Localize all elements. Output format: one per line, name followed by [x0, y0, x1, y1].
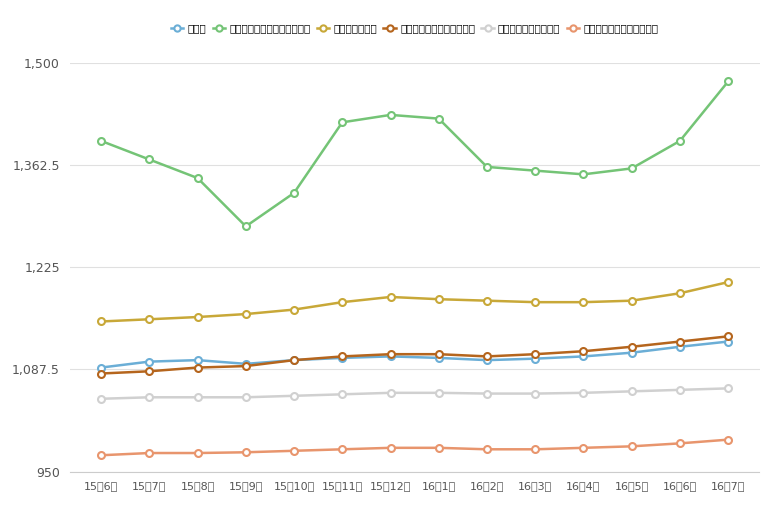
全職種 [241, 361, 250, 367]
ドライバー・ドライバー補助 [531, 168, 540, 174]
全職種 [289, 357, 298, 363]
仕分け・梱包・ピッキング [193, 364, 202, 370]
ドライバー・ドライバー補助 [193, 175, 202, 181]
部品供給・充填・運搬 [579, 390, 588, 396]
フォークリフト [482, 298, 491, 304]
フォークリフト [193, 314, 202, 320]
部品供給・充填・運搬 [193, 394, 202, 400]
部品供給・充填・運搬 [627, 388, 636, 395]
部品供給・充填・運搬 [482, 390, 491, 397]
ドライバー・ドライバー補助 [96, 138, 105, 144]
Line: その他軽作業・物流・配送: その他軽作業・物流・配送 [98, 436, 732, 458]
フォークリフト [145, 316, 154, 322]
仕分け・梱包・ピッキング [675, 339, 684, 345]
その他軽作業・物流・配送 [96, 452, 105, 458]
仕分け・梱包・ピッキング [434, 351, 443, 357]
全職種 [482, 357, 491, 363]
全職種 [338, 355, 347, 361]
仕分け・梱包・ピッキング [482, 353, 491, 359]
その他軽作業・物流・配送 [482, 446, 491, 452]
その他軽作業・物流・配送 [241, 449, 250, 455]
部品供給・充填・運搬 [241, 394, 250, 400]
フォークリフト [96, 319, 105, 325]
ドライバー・ドライバー補助 [241, 223, 250, 230]
Line: 部品供給・充填・運搬: 部品供給・充填・運搬 [98, 385, 732, 402]
部品供給・充填・運搬 [145, 394, 154, 400]
Line: 全職種: 全職種 [98, 338, 732, 371]
全職種 [193, 357, 202, 363]
部品供給・充填・運搬 [289, 392, 298, 399]
ドライバー・ドライバー補助 [724, 78, 733, 84]
その他軽作業・物流・配送 [193, 450, 202, 456]
部品供給・充填・運搬 [531, 390, 540, 397]
その他軽作業・物流・配送 [579, 445, 588, 451]
全職種 [96, 364, 105, 370]
全職種 [434, 355, 443, 361]
仕分け・梱包・ピッキング [724, 333, 733, 340]
部品供給・充填・運搬 [724, 385, 733, 391]
仕分け・梱包・ピッキング [338, 353, 347, 359]
ドライバー・ドライバー補助 [579, 171, 588, 178]
Line: ドライバー・ドライバー補助: ドライバー・ドライバー補助 [98, 78, 732, 230]
全職種 [724, 339, 733, 345]
仕分け・梱包・ピッキング [241, 363, 250, 369]
その他軽作業・物流・配送 [145, 450, 154, 456]
フォークリフト [289, 307, 298, 313]
フォークリフト [338, 299, 347, 305]
全職種 [531, 355, 540, 362]
部品供給・充填・運搬 [675, 387, 684, 393]
部品供給・充填・運搬 [434, 390, 443, 396]
ドライバー・ドライバー補助 [434, 115, 443, 122]
全職種 [579, 353, 588, 359]
仕分け・梱包・ピッキング [145, 368, 154, 375]
その他軽作業・物流・配送 [338, 446, 347, 452]
フォークリフト [724, 279, 733, 285]
Line: 仕分け・梱包・ピッキング: 仕分け・梱包・ピッキング [98, 333, 732, 377]
部品供給・充填・運搬 [338, 391, 347, 398]
その他軽作業・物流・配送 [675, 440, 684, 446]
仕分け・梱包・ピッキング [289, 357, 298, 363]
フォークリフト [386, 294, 395, 300]
その他軽作業・物流・配送 [434, 445, 443, 451]
仕分け・梱包・ピッキング [386, 351, 395, 357]
全職種 [145, 358, 154, 365]
全職種 [627, 350, 636, 356]
ドライバー・ドライバー補助 [627, 165, 636, 171]
フォークリフト [675, 290, 684, 297]
全職種 [386, 353, 395, 359]
部品供給・充填・運搬 [386, 390, 395, 396]
ドライバー・ドライバー補助 [289, 190, 298, 196]
フォークリフト [627, 298, 636, 304]
ドライバー・ドライバー補助 [675, 138, 684, 144]
ドライバー・ドライバー補助 [482, 164, 491, 170]
その他軽作業・物流・配送 [724, 436, 733, 443]
その他軽作業・物流・配送 [289, 447, 298, 454]
ドライバー・ドライバー補助 [145, 156, 154, 162]
ドライバー・ドライバー補助 [338, 119, 347, 125]
その他軽作業・物流・配送 [386, 445, 395, 451]
Legend: 全職種, ドライバー・ドライバー補助, フォークリフト, 仕分け・梱包・ピッキング, 部品供給・充填・運搬, その他軽作業・物流・配送: 全職種, ドライバー・ドライバー補助, フォークリフト, 仕分け・梱包・ピッキン… [167, 19, 663, 37]
部品供給・充填・運搬 [96, 396, 105, 402]
フォークリフト [434, 296, 443, 302]
その他軽作業・物流・配送 [531, 446, 540, 452]
Line: フォークリフト: フォークリフト [98, 279, 732, 325]
仕分け・梱包・ピッキング [531, 351, 540, 357]
仕分け・梱包・ピッキング [627, 344, 636, 350]
その他軽作業・物流・配送 [627, 443, 636, 450]
フォークリフト [531, 299, 540, 305]
フォークリフト [579, 299, 588, 305]
仕分け・梱包・ピッキング [579, 348, 588, 354]
フォークリフト [241, 311, 250, 317]
仕分け・梱包・ピッキング [96, 370, 105, 377]
ドライバー・ドライバー補助 [386, 112, 395, 118]
全職種 [675, 344, 684, 350]
